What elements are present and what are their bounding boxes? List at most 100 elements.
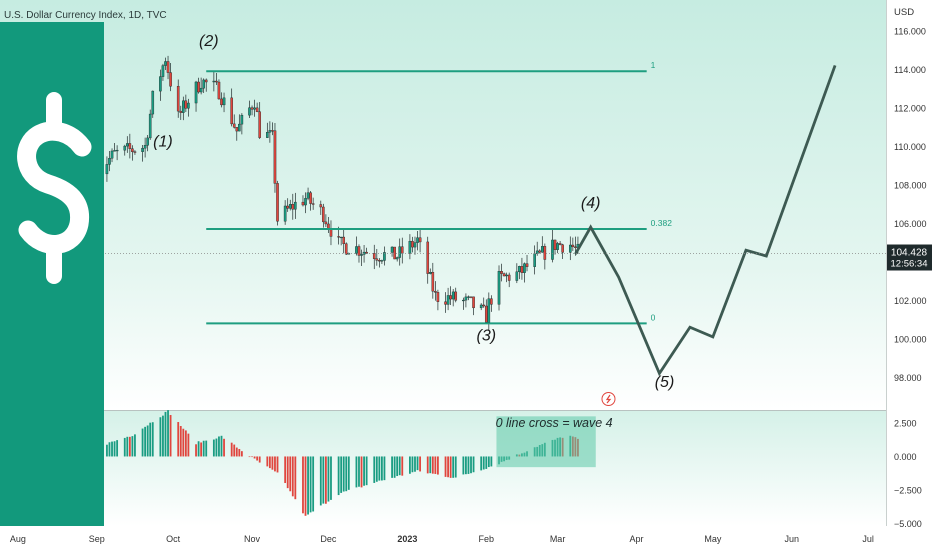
ao-bar xyxy=(131,436,134,457)
ao-bar xyxy=(179,426,182,457)
ao-bar xyxy=(447,456,449,478)
ao-bar xyxy=(429,456,432,474)
candle-body xyxy=(197,81,200,93)
ao-bar xyxy=(347,456,350,490)
ao-bar xyxy=(490,456,493,467)
ao-bar xyxy=(116,440,119,457)
candle-body xyxy=(383,252,386,261)
candle-body xyxy=(525,263,529,267)
last-price-countdown: 12:56:34 xyxy=(891,259,928,270)
ao-bar xyxy=(202,440,205,457)
ao-bar xyxy=(411,456,414,473)
candle-body xyxy=(306,192,310,199)
candle-body xyxy=(339,236,343,239)
ao-bar xyxy=(365,456,368,486)
candle-body xyxy=(232,123,236,128)
ao-bar xyxy=(398,456,401,476)
time-tick-label: Aug xyxy=(10,534,26,544)
ao-bar xyxy=(467,456,470,474)
ao-bar xyxy=(113,441,116,457)
candle-body xyxy=(574,246,577,248)
candle-body xyxy=(467,296,470,298)
ao-bar xyxy=(454,456,457,478)
ao-bar xyxy=(419,456,421,472)
ao-bar xyxy=(251,456,253,458)
ao-bar xyxy=(345,456,348,492)
candle-body xyxy=(444,301,447,305)
ao-bar xyxy=(375,456,378,482)
ao-axis[interactable]: 2.500 0.000 −2.500 −5.000 xyxy=(894,419,922,529)
time-tick-label: May xyxy=(704,534,722,544)
ao-bar xyxy=(391,456,393,478)
candle-body xyxy=(141,147,144,152)
time-tick-label: Jul xyxy=(862,534,874,544)
candle-body xyxy=(255,107,259,112)
price-axis-unit: USD xyxy=(894,7,914,18)
time-axis-background xyxy=(0,526,886,550)
candle-body xyxy=(327,223,330,229)
candle-body xyxy=(212,80,216,83)
candle-body xyxy=(166,61,170,73)
candle-body xyxy=(502,273,506,277)
candle-body xyxy=(294,201,297,210)
candle-body xyxy=(556,243,559,250)
candle-body xyxy=(176,86,180,112)
candle-body xyxy=(411,240,414,248)
time-tick-label: Mar xyxy=(550,534,566,544)
candle-body xyxy=(128,143,132,149)
candle-body xyxy=(230,97,233,125)
candle-body xyxy=(436,292,440,302)
ao-bar xyxy=(149,422,152,457)
ao-bar xyxy=(360,456,363,488)
ao-bar xyxy=(294,456,297,500)
ao-bar xyxy=(480,456,483,471)
candle-body xyxy=(500,271,503,274)
last-price-tag[interactable]: 104.428 12:56:34 xyxy=(887,244,932,271)
price-tick-label: 98.000 xyxy=(894,373,922,383)
time-tick-label: Jun xyxy=(785,534,800,544)
wave-label: (2) xyxy=(199,33,219,50)
time-axis[interactable]: Aug Sep Oct Nov Dec 2023 Feb Mar Apr May Jun Jul xyxy=(10,534,874,544)
ao-bar xyxy=(268,456,271,469)
candle-body xyxy=(253,107,256,110)
candle-body xyxy=(220,98,223,106)
dollar-sign-icon xyxy=(17,92,92,284)
ao-bar xyxy=(396,456,399,477)
ao-bar xyxy=(401,456,404,476)
candle-body xyxy=(148,113,152,139)
ao-bar xyxy=(215,438,218,457)
candle-body xyxy=(413,242,417,248)
candle-body xyxy=(169,72,172,87)
ao-bar xyxy=(289,456,292,492)
candle-body xyxy=(360,254,363,256)
ao-bar xyxy=(322,456,325,504)
ao-bar xyxy=(312,456,315,512)
candle-body xyxy=(133,151,137,153)
level-label: 1 xyxy=(651,60,656,70)
candle-body xyxy=(115,149,119,152)
candle-body xyxy=(311,203,315,205)
ao-bar xyxy=(167,410,169,457)
candle-body xyxy=(288,204,292,209)
ao-bar xyxy=(340,456,343,493)
candle-body xyxy=(301,201,305,206)
candle-body xyxy=(273,130,277,184)
time-tick-label: Dec xyxy=(320,534,337,544)
time-tick-label: 2023 xyxy=(397,534,417,544)
wave-label: (1) xyxy=(153,133,173,150)
candle-body xyxy=(344,243,348,255)
price-tick-label: 106.000 xyxy=(894,219,927,229)
ao-bar xyxy=(266,456,269,467)
candle-body xyxy=(105,164,109,175)
lightning-icon[interactable] xyxy=(601,392,616,406)
candle-body xyxy=(533,253,536,267)
candle-body xyxy=(568,244,572,253)
candle-body xyxy=(276,183,279,222)
price-axis-background xyxy=(886,0,932,550)
candle-body xyxy=(204,79,208,83)
candle-body xyxy=(222,97,226,106)
ao-bar xyxy=(106,444,108,457)
ao-bar xyxy=(134,434,136,457)
ao-bar xyxy=(485,456,488,469)
last-price-value: 104.428 xyxy=(891,248,928,259)
